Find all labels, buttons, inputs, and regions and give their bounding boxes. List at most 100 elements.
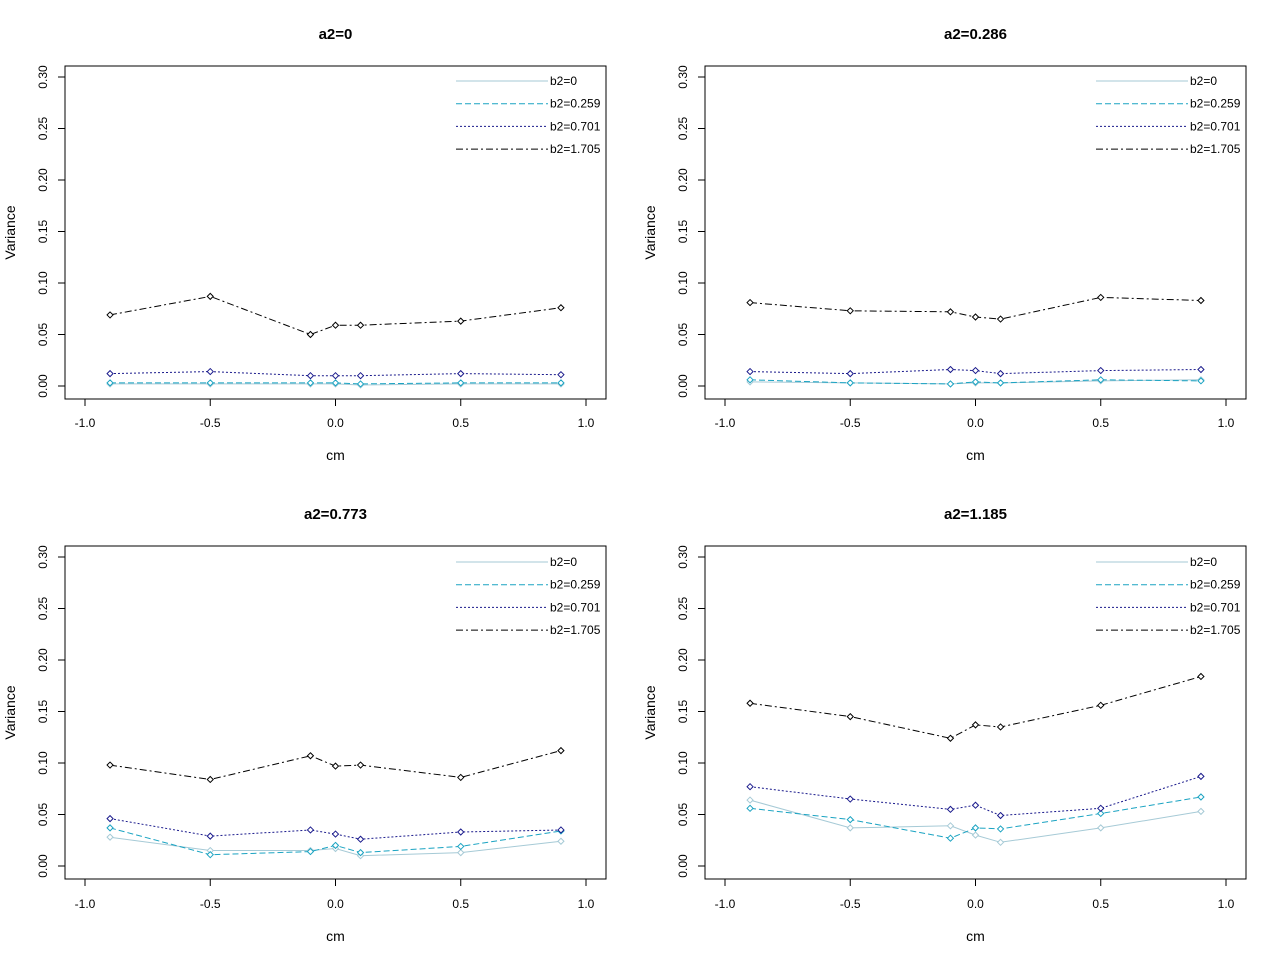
y-tick-label: 0.05 (36, 322, 50, 346)
panel-3: a2=0.773-1.0 -0.5 0.0 0.5 1.0cm0.000.050.100… (2, 506, 607, 944)
y-tick-label: 0.25 (36, 116, 50, 140)
legend-label: b2=0.259 (550, 97, 601, 111)
chart-title: a2=0.286 (944, 26, 1007, 43)
data-point (996, 315, 1005, 323)
x-tick-label: -1.0 (715, 416, 736, 430)
y-tick-label: 0.30 (36, 65, 50, 89)
x-axis-label: cm (966, 928, 985, 944)
legend: b2=0 b2=0.259 b2=0.701 b2=1.705 (1096, 555, 1241, 637)
plot-frame (64, 65, 607, 400)
x-axis: -1.0 -0.5 0.0 0.5 1.0 (75, 398, 595, 430)
y-tick-label: 0.10 (676, 271, 690, 295)
legend-label: b2=0.259 (1190, 97, 1241, 111)
data-point (1097, 824, 1105, 832)
legend-label: b2=0.701 (1190, 119, 1241, 133)
panel-1: a2=0-1.0 -0.5 0.0 0.5 1.0cm0.000.050.100.150… (2, 26, 607, 463)
data-point (996, 723, 1005, 731)
y-axis-label: Variance (642, 205, 658, 259)
x-tick-label: 0.0 (967, 897, 984, 911)
data-point (971, 831, 980, 839)
data-point (996, 838, 1005, 847)
data-point (356, 380, 365, 388)
legend-label: b2=0 (550, 555, 577, 569)
data-point (846, 712, 854, 721)
y-tick-label: 0.15 (676, 219, 690, 243)
data-point (746, 367, 754, 376)
chart-title: a2=1.185 (944, 506, 1007, 523)
y-tick-label: 0.05 (676, 802, 690, 826)
data-point (1197, 772, 1205, 781)
y-tick-label: 0.00 (36, 374, 50, 398)
y-tick-label: 0.20 (676, 168, 690, 192)
x-tick-label: 1.0 (578, 897, 595, 911)
data-point (1197, 672, 1205, 681)
x-tick-label: -1.0 (715, 897, 736, 911)
y-tick-label: 0.10 (36, 751, 50, 775)
y-tick-label: 0.30 (676, 65, 690, 89)
data-point (1197, 296, 1205, 305)
data-point (1197, 365, 1205, 374)
y-tick-label: 0.00 (676, 854, 690, 878)
data-point (206, 292, 214, 301)
data-point (1097, 293, 1105, 302)
x-axis: -1.0 -0.5 0.0 0.5 1.0 (75, 878, 595, 911)
y-tick-label: 0.20 (36, 648, 50, 672)
data-point (356, 371, 365, 380)
series-b2-0-701 (106, 814, 565, 843)
legend: b2=0 b2=0.259 b2=0.701 b2=1.705 (456, 74, 601, 156)
data-point (206, 367, 214, 376)
legend-label: b2=0.701 (550, 119, 601, 133)
data-point (746, 782, 754, 791)
legend-label: b2=1.705 (1190, 142, 1241, 156)
series-b2-0-259 (746, 376, 1205, 388)
data-point (746, 699, 754, 707)
y-tick-label: 0.10 (36, 271, 50, 295)
legend-label: b2=1.705 (550, 142, 601, 156)
data-point (206, 379, 214, 387)
x-axis: -1.0 -0.5 0.0 0.5 1.0 (715, 878, 1235, 911)
series-line (749, 775, 1202, 817)
y-tick-label: 0.05 (676, 322, 690, 346)
data-point (557, 826, 565, 834)
data-point (1197, 793, 1205, 801)
y-axis-label: Variance (2, 205, 18, 259)
series-b2-0-701 (106, 367, 565, 380)
data-point (971, 366, 980, 375)
data-point (746, 298, 754, 307)
panel-4: a2=1.185-1.0 -0.5 0.0 0.5 1.0cm0.000.050.100… (642, 506, 1247, 944)
data-point (457, 773, 465, 782)
data-point (457, 828, 465, 836)
data-point (106, 824, 114, 832)
data-point (846, 795, 854, 803)
y-tick-label: 0.25 (36, 596, 50, 620)
data-point (1097, 366, 1105, 375)
data-point (996, 811, 1005, 820)
data-point (946, 822, 955, 830)
data-point (557, 379, 565, 387)
x-axis: -1.0 -0.5 0.0 0.5 1.0 (715, 398, 1235, 430)
data-point (306, 752, 315, 760)
x-tick-label: 0.5 (1092, 897, 1109, 911)
series-line (749, 676, 1202, 739)
y-tick-label: 0.05 (36, 802, 50, 826)
data-point (306, 371, 315, 380)
data-point (557, 746, 565, 755)
data-point (1197, 377, 1205, 385)
data-point (1097, 701, 1105, 710)
data-point (946, 365, 955, 374)
series-b2-1-705 (746, 672, 1205, 742)
series-b2-1-705 (106, 746, 565, 784)
legend-label: b2=1.705 (1190, 623, 1241, 637)
legend-label: b2=1.705 (550, 623, 601, 637)
y-tick-label: 0.25 (676, 596, 690, 620)
data-point (846, 379, 854, 387)
y-axis: 0.00 0.05 0.10 0.15 0.20 0.25 0.30 (676, 65, 706, 398)
x-axis-label: cm (966, 447, 985, 463)
legend-label: b2=0.701 (1190, 600, 1241, 614)
chart-title: a2=0.773 (304, 506, 367, 523)
data-point (356, 835, 365, 843)
legend: b2=0 b2=0.259 b2=0.701 b2=1.705 (1096, 74, 1241, 156)
x-tick-label: 1.0 (1218, 897, 1235, 911)
series-b2-0-259 (746, 793, 1205, 842)
